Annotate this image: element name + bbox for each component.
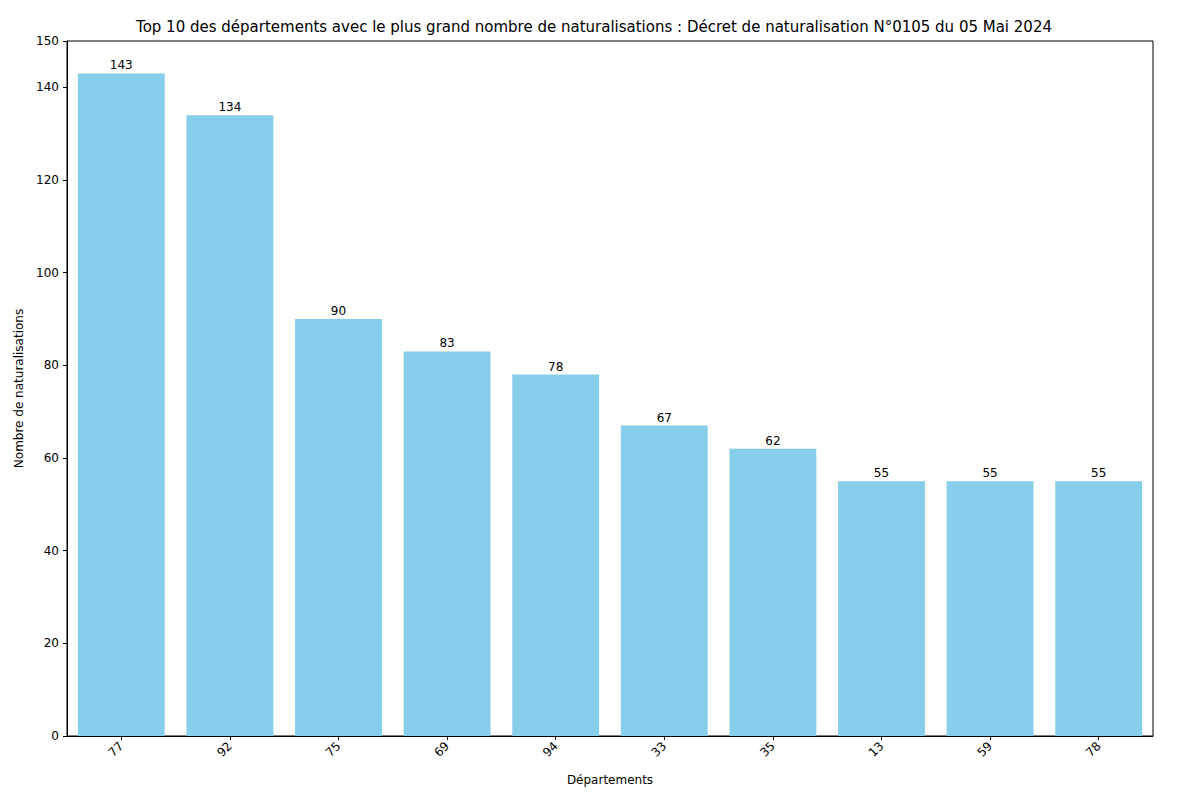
svg-text:75: 75 xyxy=(323,739,344,760)
svg-text:80: 80 xyxy=(44,358,59,372)
svg-text:94: 94 xyxy=(540,739,561,760)
svg-text:77: 77 xyxy=(106,739,127,760)
svg-text:100: 100 xyxy=(36,266,59,280)
svg-text:92: 92 xyxy=(214,739,235,760)
svg-text:13: 13 xyxy=(866,739,887,760)
svg-text:90: 90 xyxy=(331,304,346,318)
svg-text:67: 67 xyxy=(657,411,672,425)
svg-text:150: 150 xyxy=(36,34,59,48)
svg-text:Départements: Départements xyxy=(567,773,653,787)
svg-text:40: 40 xyxy=(44,544,59,558)
svg-text:78: 78 xyxy=(1083,739,1104,760)
svg-text:20: 20 xyxy=(44,636,59,650)
svg-text:78: 78 xyxy=(548,360,563,374)
svg-text:0: 0 xyxy=(51,729,59,743)
svg-text:Nombre de naturalisations: Nombre de naturalisations xyxy=(12,309,26,468)
svg-text:Top 10 des départements avec l: Top 10 des départements avec le plus gra… xyxy=(135,18,1052,36)
svg-text:134: 134 xyxy=(218,100,241,114)
svg-text:35: 35 xyxy=(757,739,778,760)
svg-text:140: 140 xyxy=(36,80,59,94)
svg-text:55: 55 xyxy=(874,466,889,480)
svg-text:59: 59 xyxy=(974,739,995,760)
svg-text:83: 83 xyxy=(439,336,454,350)
svg-text:120: 120 xyxy=(36,173,59,187)
svg-text:143: 143 xyxy=(110,58,133,72)
svg-text:55: 55 xyxy=(1091,466,1106,480)
svg-text:33: 33 xyxy=(649,739,670,760)
svg-text:62: 62 xyxy=(765,434,780,448)
svg-text:55: 55 xyxy=(982,466,997,480)
svg-text:60: 60 xyxy=(44,451,59,465)
svg-text:69: 69 xyxy=(431,739,452,760)
